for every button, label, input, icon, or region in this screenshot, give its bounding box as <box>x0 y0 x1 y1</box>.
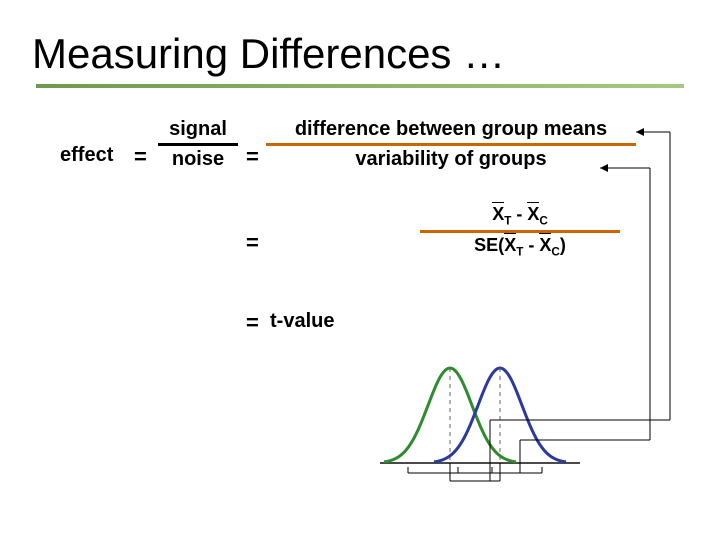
label-t-value: t-value <box>270 310 334 333</box>
numerator-xbar-diff: XT - XC <box>420 204 620 228</box>
fraction-bar-accent <box>266 143 636 146</box>
fraction-formula: XT - XC SE(XT - XC) <box>420 204 620 258</box>
fraction-words: difference between group means variabili… <box>266 118 636 171</box>
denominator-noise: noise <box>158 148 238 171</box>
distribution-curves <box>370 345 590 485</box>
pointer-lines <box>0 0 720 540</box>
equals-sign-4: = <box>246 310 259 336</box>
equals-sign-2: = <box>246 144 259 170</box>
numerator-signal: signal <box>158 118 238 141</box>
denominator-variability: variability of groups <box>266 148 636 171</box>
fraction-signal-noise: signal noise <box>158 118 238 171</box>
title-underline <box>36 84 684 88</box>
numerator-diff-means: difference between group means <box>266 118 636 141</box>
fraction-bar-accent-2 <box>420 230 620 233</box>
denominator-se: SE(XT - XC) <box>420 235 620 259</box>
equals-sign-1: = <box>134 144 147 170</box>
equals-sign-3: = <box>246 230 259 256</box>
fraction-bar <box>158 143 238 146</box>
page-title: Measuring Differences … <box>32 30 505 78</box>
label-effect: effect <box>60 144 113 167</box>
